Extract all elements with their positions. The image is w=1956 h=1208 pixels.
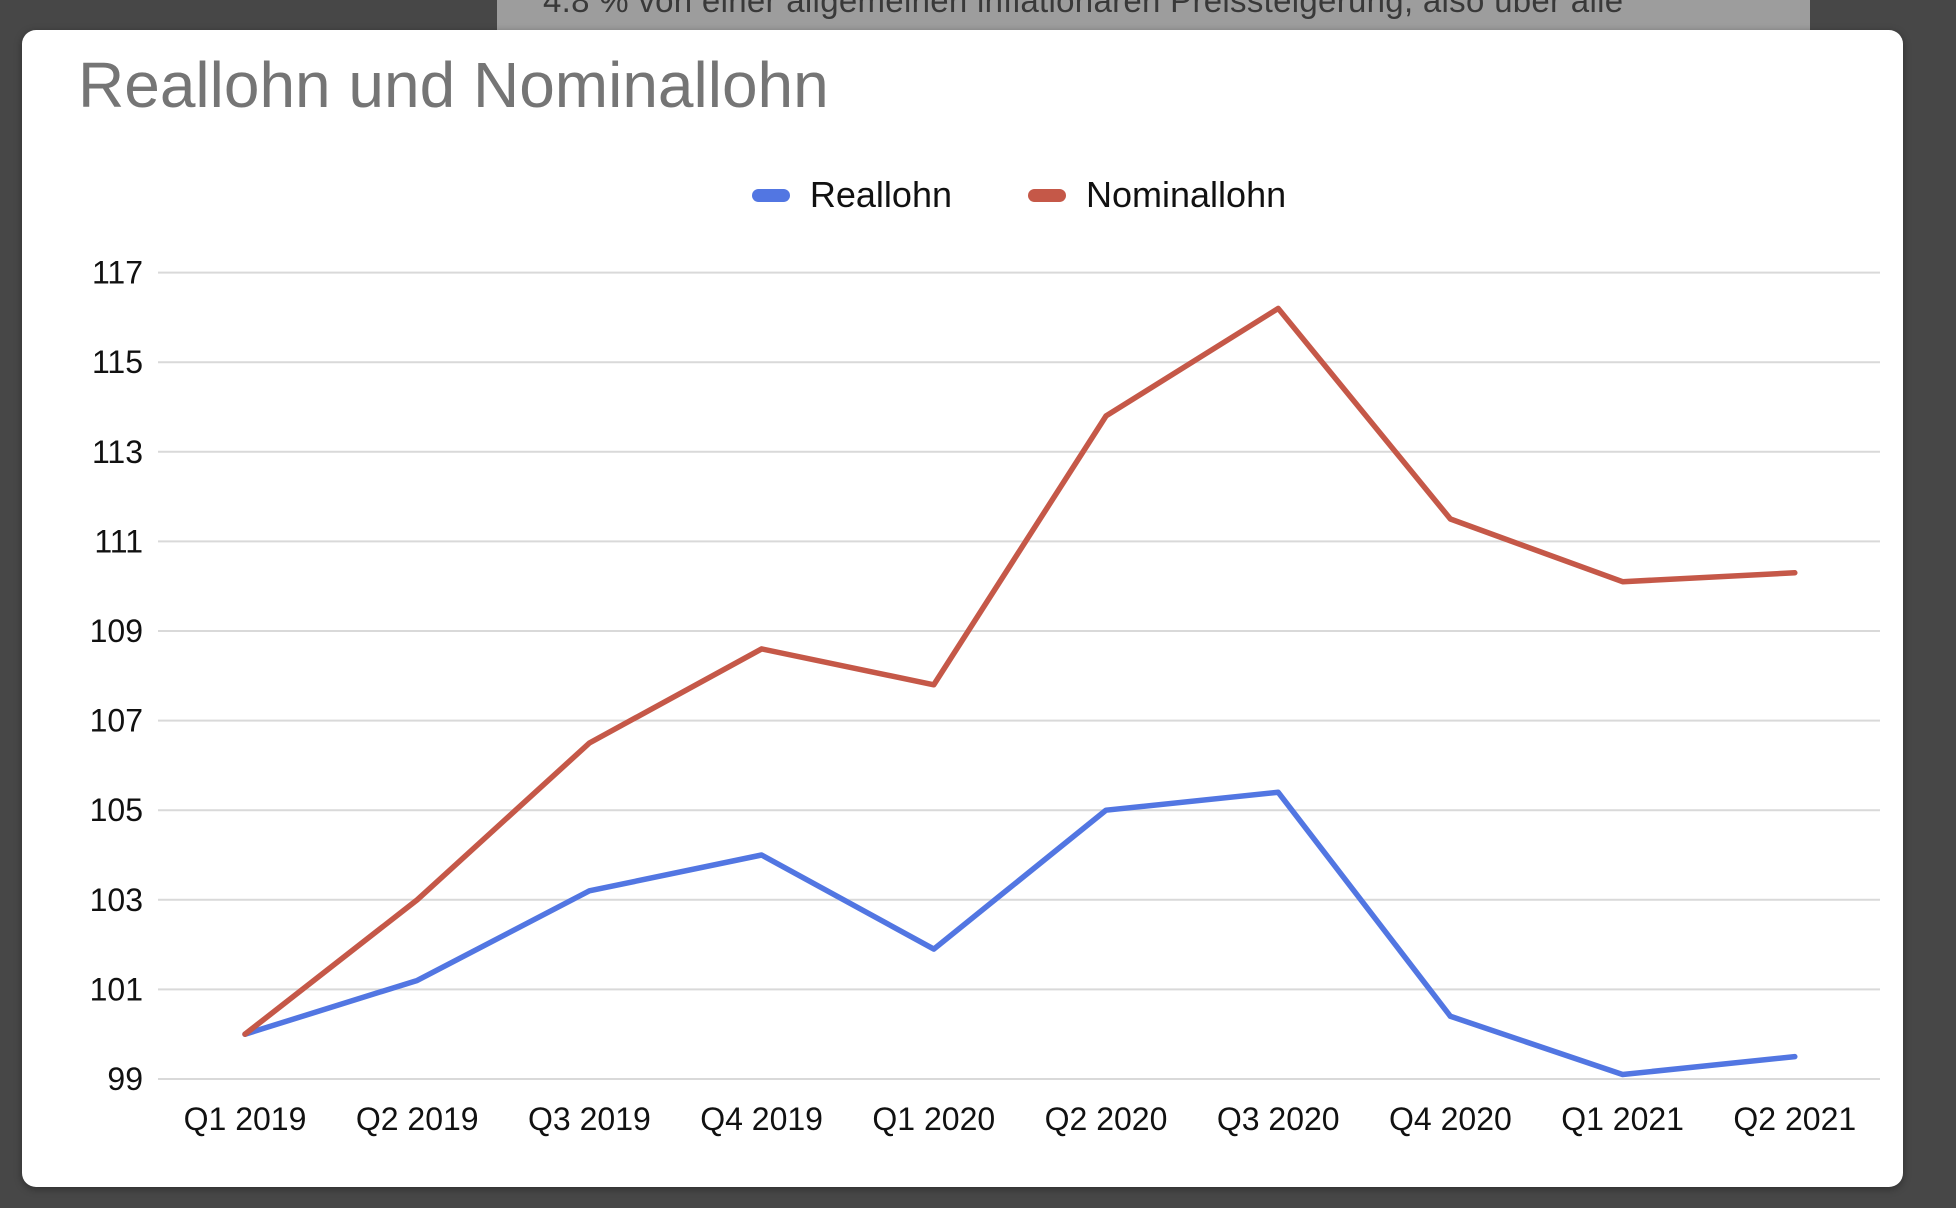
- chart-card[interactable]: Reallohn und Nominallohn Reallohn Nomina…: [22, 30, 1903, 1187]
- series-line-nominallohn: [242, 305, 1798, 1037]
- x-axis-tick-label: Q2 2019: [356, 1101, 479, 1137]
- reallohn-legend-swatch: [751, 188, 790, 202]
- x-axis-tick-label: Q1 2019: [184, 1101, 307, 1137]
- x-axis-tick-label: Q3 2020: [1217, 1101, 1340, 1137]
- y-axis-tick-label: 103: [90, 882, 143, 918]
- y-axis-tick-label: 99: [107, 1061, 143, 1097]
- x-axis-tick-label: Q3 2019: [528, 1101, 651, 1137]
- x-axis-tick-label: Q1 2021: [1561, 1101, 1684, 1137]
- x-axis-tick-label: Q2 2021: [1733, 1101, 1856, 1137]
- legend-item-reallohn: Reallohn: [751, 174, 952, 216]
- y-axis-tick-label: 111: [94, 523, 143, 559]
- nominallohn-legend-label: Nominallohn: [1086, 174, 1287, 215]
- series-line-reallohn: [242, 789, 1798, 1078]
- y-axis-tick-label: 117: [92, 255, 143, 291]
- y-axis-tick-label: 113: [92, 434, 143, 470]
- x-axis-tick-label: Q4 2019: [700, 1101, 823, 1137]
- x-axis-tick-label: Q2 2020: [1045, 1101, 1168, 1137]
- x-axis-tick-label: Q4 2020: [1389, 1101, 1512, 1137]
- legend-item-nominallohn: Nominallohn: [1028, 174, 1286, 216]
- x-axis-tick-label: Q1 2020: [872, 1101, 995, 1137]
- line-chart-plot-area: 99 101 103 105 107 109 111 113 115 117 Q1 2019 Q2 2…: [90, 255, 1880, 1137]
- reallohn-legend-label: Reallohn: [809, 174, 952, 215]
- nominallohn-legend-swatch: [1028, 188, 1066, 202]
- y-axis-tick-label: 105: [90, 792, 143, 828]
- y-axis-tick-label: 107: [90, 703, 143, 739]
- chart-legend: Reallohn Nominallohn: [158, 172, 1880, 218]
- clipped-document-text: 4.8 % von einer allgemeinen inflationäre…: [543, 0, 1624, 19]
- chart-title: Reallohn und Nominallohn: [78, 49, 829, 121]
- document-page-strip: 4.8 % von einer allgemeinen inflationäre…: [497, 0, 1810, 30]
- y-axis-tick-label: 109: [90, 613, 143, 649]
- y-axis-tick-label: 101: [90, 971, 143, 1007]
- y-axis-tick-label: 115: [92, 344, 143, 380]
